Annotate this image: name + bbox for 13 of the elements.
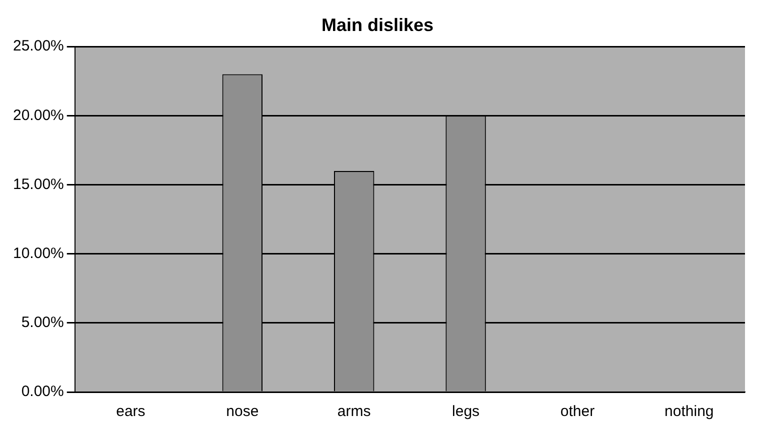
y-tick-label: 20.00%	[13, 106, 64, 124]
x-tick-label: nose	[226, 403, 259, 420]
chart-title: Main dislikes	[321, 14, 434, 35]
x-tick-label: nothing	[664, 403, 714, 420]
y-tick-label: 15.00%	[13, 176, 64, 193]
y-tick-label: 5.00%	[21, 314, 64, 332]
y-tick-label: 0.00%	[21, 383, 64, 400]
x-tick-label: other	[560, 403, 595, 420]
y-tick-label: 10.00%	[13, 244, 64, 262]
x-tick-label: ears	[116, 403, 146, 420]
x-tick-label: arms	[337, 403, 371, 420]
x-tick-label: legs	[452, 403, 480, 420]
y-tick-label: 25.00%	[13, 38, 64, 55]
